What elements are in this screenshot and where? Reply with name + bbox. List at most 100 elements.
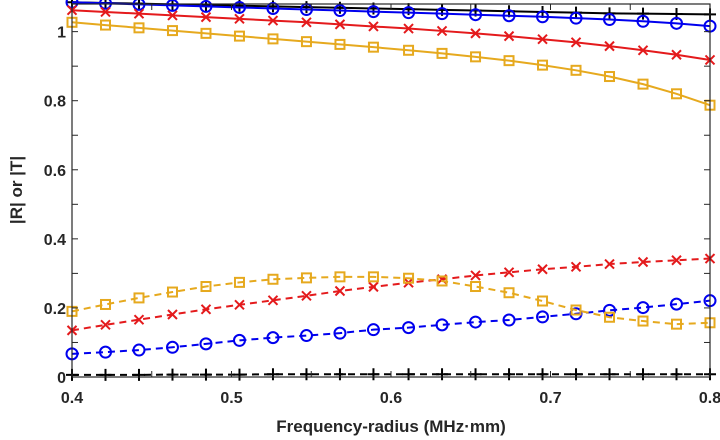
data-point — [133, 292, 145, 304]
data-point — [133, 314, 145, 325]
data-point — [403, 44, 415, 56]
data-point — [133, 22, 145, 34]
data-point — [167, 309, 178, 320]
data-point — [503, 30, 515, 42]
data-point — [301, 290, 312, 302]
data-point — [166, 25, 178, 37]
y-tick-label: 0.8 — [44, 94, 66, 111]
y-tick-label: 0 — [57, 370, 66, 387]
data-point — [436, 368, 449, 381]
data-point — [670, 16, 684, 30]
data-point — [470, 51, 482, 63]
data-point — [637, 256, 649, 268]
data-point — [402, 321, 416, 335]
data-point — [334, 19, 346, 30]
data-point — [503, 287, 515, 299]
data-point — [469, 368, 482, 381]
data-point — [636, 301, 650, 315]
data-point — [470, 281, 482, 293]
series-7 — [66, 253, 716, 336]
x-tick-label: 0.5 — [220, 390, 242, 407]
y-tick-label: 0.2 — [44, 301, 66, 318]
data-point — [266, 1, 280, 15]
data-point — [300, 36, 312, 48]
data-point — [470, 28, 481, 39]
data-point — [199, 368, 212, 381]
data-point — [200, 281, 212, 293]
data-point — [267, 15, 279, 26]
data-point — [403, 23, 414, 34]
data-point — [232, 0, 246, 14]
data-point — [233, 368, 246, 381]
data-point — [300, 272, 312, 284]
data-point — [671, 318, 683, 330]
data-point — [636, 14, 650, 28]
data-point — [436, 25, 448, 37]
data-point — [502, 9, 516, 23]
data-point — [670, 368, 683, 381]
data-point — [436, 47, 448, 59]
data-point — [536, 10, 550, 24]
data-point — [165, 0, 179, 12]
data-point — [403, 272, 415, 284]
data-point — [637, 368, 650, 381]
data-point — [166, 368, 179, 381]
data-point — [98, 0, 112, 10]
data-point — [232, 333, 246, 347]
data-point — [502, 313, 516, 327]
data-point — [266, 331, 280, 345]
data-point — [671, 88, 683, 100]
plot-area — [72, 4, 710, 377]
data-point — [234, 13, 245, 25]
data-point — [266, 368, 279, 381]
data-point — [637, 45, 649, 56]
y-axis-title: |R| or |T| — [7, 156, 26, 224]
data-point — [637, 78, 649, 90]
data-point — [200, 27, 212, 39]
data-point — [570, 64, 582, 76]
data-point — [200, 304, 212, 315]
x-tick-label: 0.7 — [539, 390, 561, 407]
x-tick-label: 0.4 — [61, 390, 83, 407]
data-point — [99, 368, 112, 381]
data-point — [671, 255, 682, 266]
data-point — [570, 37, 582, 48]
data-point — [301, 17, 312, 28]
data-point — [604, 311, 616, 323]
data-point — [132, 343, 146, 357]
x-tick-label: 0.6 — [380, 390, 402, 407]
data-point — [367, 271, 379, 283]
data-point — [604, 258, 615, 270]
data-point — [367, 41, 379, 53]
data-point — [234, 299, 245, 311]
data-point — [570, 304, 582, 316]
data-point — [469, 8, 483, 22]
data-point — [503, 368, 516, 381]
data-point — [165, 340, 179, 354]
data-point — [671, 49, 682, 60]
data-point — [133, 8, 145, 19]
data-point — [267, 33, 279, 45]
data-point — [503, 267, 515, 278]
data-point — [637, 315, 649, 327]
data-point — [366, 5, 380, 19]
series-line — [71, 21, 711, 107]
data-point — [100, 6, 111, 18]
data-point — [366, 323, 380, 337]
data-point — [334, 271, 346, 283]
data-point — [199, 0, 213, 13]
data-point — [469, 315, 483, 329]
data-point — [233, 30, 245, 42]
data-point — [402, 6, 416, 20]
data-point — [132, 368, 145, 381]
data-point — [537, 59, 549, 71]
data-point — [604, 71, 616, 83]
data-point — [334, 285, 346, 297]
data-point — [333, 326, 347, 340]
data-point — [267, 273, 279, 285]
data-point — [333, 4, 347, 18]
axes-layer: 0.4 0.5 0.6 0.7 0.8 0 0.2 0.4 0.6 0.8 1 — [44, 3, 720, 407]
data-point — [99, 298, 111, 310]
data-point — [436, 275, 448, 287]
